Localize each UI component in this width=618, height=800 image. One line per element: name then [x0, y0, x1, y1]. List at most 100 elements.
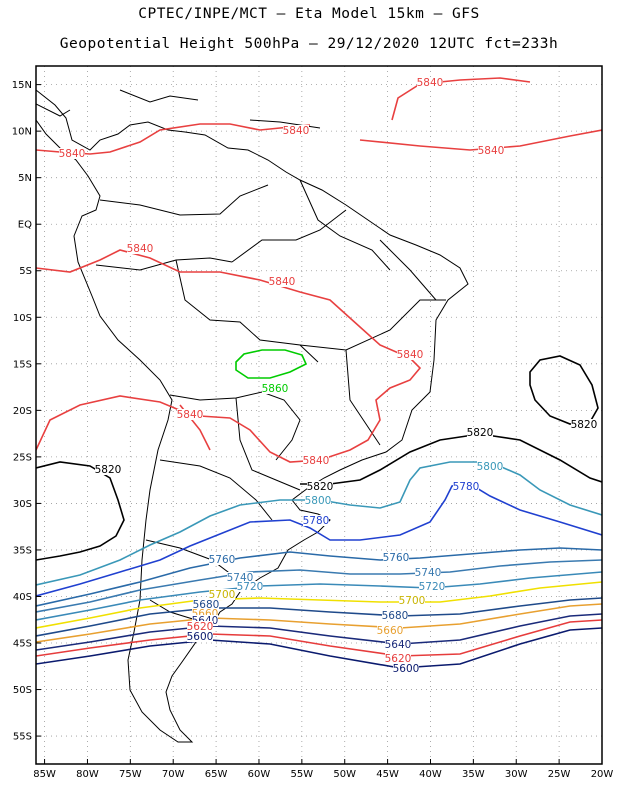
lon-tick-label: 25W: [548, 769, 571, 780]
contour-label-bg: [307, 481, 333, 492]
contour-label-bg: [209, 554, 235, 565]
contour-label-5840: 5840: [303, 455, 330, 467]
contour-label-bg: [95, 464, 121, 475]
contour-label-5660: 5660: [377, 625, 404, 637]
lat-tick-label: 10N: [12, 127, 32, 138]
contour-label-5820: 5820: [467, 427, 494, 439]
contour-label-5800: 5800: [305, 495, 332, 507]
contour-label-bg: [383, 552, 409, 563]
contour-label-bg: [419, 581, 445, 592]
contour-label-5840: 5840: [478, 145, 505, 157]
lat-tick-label: 55S: [13, 732, 32, 743]
contour-label-bg: [417, 77, 443, 88]
contour-label-bg: [192, 615, 218, 626]
lon-tick-label: 80W: [76, 769, 99, 780]
grid-lines: [36, 66, 603, 764]
lat-tick-label: 5N: [18, 173, 32, 184]
contour-label-bg: [467, 427, 493, 438]
lon-tick-label: 60W: [248, 769, 271, 780]
lat-tick-label: 10S: [13, 313, 32, 324]
contour-label-layer: 5840 5840 5840 5840 5840 5840 5840 5840 5840 5860…: [59, 77, 598, 675]
contour-label-5840: 5840: [59, 148, 86, 160]
contour-label-5600: 5600: [187, 631, 214, 643]
contour-label-bg: [303, 455, 329, 466]
contour-label-5640: 5640: [385, 639, 412, 651]
contour-label-5760: 5760: [209, 554, 236, 566]
contour-label-5620: 5620: [187, 621, 214, 633]
contour-label-5740: 5740: [415, 567, 442, 579]
lon-tick-label: 50W: [333, 769, 356, 780]
contour-label-5700: 5700: [209, 589, 236, 601]
contour-label-bg: [177, 409, 203, 420]
lat-tick-label: 40S: [13, 592, 32, 603]
lat-tick-label: 50S: [13, 685, 32, 696]
lon-tick-label: 75W: [119, 769, 142, 780]
lat-tick-label: 35S: [13, 545, 32, 556]
map-frame: [35, 65, 603, 765]
contour-label-bg: [397, 349, 423, 360]
contour-label-bg: [477, 461, 503, 472]
contour-label-bg: [377, 625, 403, 636]
contour-label-bg: [269, 276, 295, 287]
coastlines: [36, 89, 469, 743]
contour-label-bg: [393, 663, 419, 674]
lat-tick-label: 20S: [13, 406, 32, 417]
lon-tick-label: 65W: [205, 769, 228, 780]
contour-label-5820: 5820: [95, 464, 122, 476]
contour-label-bg: [453, 481, 479, 492]
contour-label-bg: [227, 572, 253, 583]
contour-label-5780: 5780: [453, 481, 480, 493]
axis-ticks: 15N 10N 5N EQ 5S 10S 15S 20S 25S 30S 35S 40S 45S 50S 5…: [12, 80, 614, 780]
contour-label-5820: 5820: [307, 481, 334, 493]
contour-lines: [36, 77, 602, 669]
contour-label-bg: [187, 621, 213, 632]
lon-tick-label: 85W: [33, 769, 56, 780]
contour-label-bg: [382, 610, 408, 621]
map-subtitle: Geopotential Height 500hPa – 29/12/2020 …: [59, 36, 559, 52]
contour-label-bg: [262, 383, 288, 394]
contour-label-5840: 5840: [269, 276, 296, 288]
lat-tick-label: 15S: [13, 359, 32, 370]
lon-tick-label: 55W: [291, 769, 314, 780]
contour-label-5840: 5840: [283, 125, 310, 137]
lat-tick-label: 25S: [13, 452, 32, 463]
contour-label-5820: 5820: [571, 419, 598, 431]
contour-label-5840: 5840: [127, 243, 154, 255]
contour-label-bg: [127, 243, 153, 254]
contour-label-bg: [303, 515, 329, 526]
map-title: CPTEC/INPE/MCT – Eta Model 15km – GFS: [138, 6, 480, 22]
lat-tick-label: 30S: [13, 499, 32, 510]
contour-label-bg: [192, 608, 218, 619]
contour-label-bg: [399, 595, 425, 606]
lon-tick-label: 45W: [376, 769, 399, 780]
contour-label-5720: 5720: [419, 581, 446, 593]
contour-label-bg: [571, 419, 597, 430]
contour-label-5840: 5840: [397, 349, 424, 361]
contour-label-bg: [305, 495, 331, 506]
contour-label-5760: 5760: [383, 552, 410, 564]
contour-label-5600: 5600: [393, 663, 420, 675]
lat-tick-label: 45S: [13, 639, 32, 650]
lon-tick-label: 35W: [462, 769, 485, 780]
lon-tick-label: 70W: [162, 769, 185, 780]
lon-tick-label: 40W: [419, 769, 442, 780]
contour-label-bg: [478, 145, 504, 156]
contour-label-5780: 5780: [303, 515, 330, 527]
contour-label-5840: 5840: [417, 77, 444, 89]
contour-label-bg: [193, 599, 219, 610]
contour-label-5700: 5700: [399, 595, 426, 607]
contour-label-bg: [237, 581, 263, 592]
contour-label-bg: [59, 148, 85, 159]
contour-label-5840: 5840: [177, 409, 204, 421]
lat-tick-label: 5S: [19, 266, 32, 277]
contour-label-5620: 5620: [385, 653, 412, 665]
contour-label-5800: 5800: [477, 461, 504, 473]
contour-label-5860: 5860: [262, 383, 289, 395]
contour-label-5680: 5680: [382, 610, 409, 622]
contour-label-bg: [385, 653, 411, 664]
contour-label-bg: [209, 589, 235, 600]
contour-label-bg: [415, 567, 441, 578]
lon-tick-label: 30W: [505, 769, 528, 780]
lat-tick-label: 15N: [12, 80, 32, 91]
